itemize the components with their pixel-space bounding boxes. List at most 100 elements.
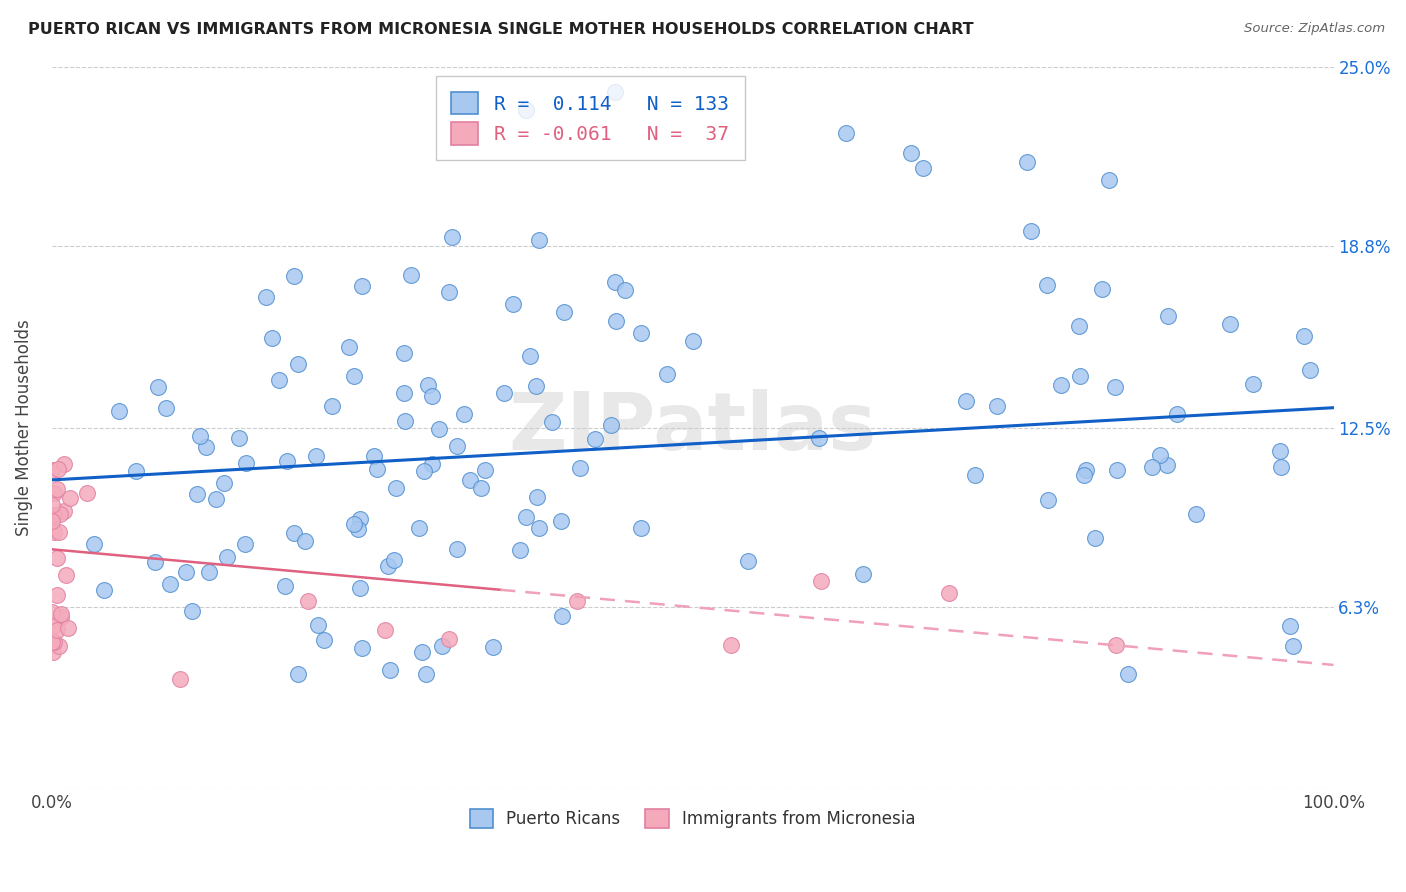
Point	[45, 588, 67, 602]
Point	[93, 582, 115, 597]
Point	[437, 632, 460, 646]
Legend: Puerto Ricans, Immigrants from Micronesia: Puerto Ricans, Immigrants from Micronesi…	[463, 803, 922, 835]
Point	[603, 275, 626, 289]
Point	[515, 103, 537, 117]
Point	[605, 314, 627, 328]
Point	[53, 457, 76, 471]
Point	[527, 233, 550, 247]
Point	[394, 414, 416, 428]
Point	[420, 389, 443, 403]
Point	[567, 594, 589, 608]
Point	[41, 605, 63, 619]
Point	[835, 126, 858, 140]
Point	[550, 608, 572, 623]
Point	[1270, 460, 1292, 475]
Point	[374, 624, 396, 638]
Point	[1036, 277, 1059, 292]
Point	[48, 639, 70, 653]
Point	[48, 524, 70, 539]
Point	[41, 635, 63, 649]
Point	[502, 296, 524, 310]
Point	[198, 566, 221, 580]
Text: Source: ZipAtlas.com: Source: ZipAtlas.com	[1244, 22, 1385, 36]
Point	[269, 372, 291, 386]
Point	[305, 449, 328, 463]
Point	[568, 461, 591, 475]
Point	[453, 407, 475, 421]
Point	[808, 431, 831, 445]
Point	[342, 517, 364, 532]
Point	[276, 454, 298, 468]
Point	[205, 492, 228, 507]
Point	[155, 401, 177, 415]
Point	[1270, 444, 1292, 458]
Point	[524, 379, 547, 393]
Point	[1019, 224, 1042, 238]
Point	[42, 525, 65, 540]
Point	[233, 537, 256, 551]
Point	[349, 512, 371, 526]
Point	[41, 514, 63, 528]
Point	[42, 509, 65, 524]
Point	[321, 399, 343, 413]
Point	[446, 542, 468, 557]
Point	[349, 581, 371, 595]
Point	[900, 146, 922, 161]
Point	[430, 639, 453, 653]
Point	[287, 666, 309, 681]
Point	[76, 486, 98, 500]
Point	[287, 357, 309, 371]
Point	[470, 481, 492, 495]
Point	[437, 285, 460, 299]
Point	[312, 632, 335, 647]
Point	[1084, 531, 1107, 545]
Point	[1157, 310, 1180, 324]
Point	[1104, 638, 1126, 652]
Point	[49, 607, 72, 622]
Point	[529, 521, 551, 535]
Point	[42, 508, 65, 522]
Point	[1074, 463, 1097, 477]
Point	[963, 468, 986, 483]
Point	[526, 490, 548, 504]
Point	[46, 462, 69, 476]
Point	[235, 457, 257, 471]
Point	[440, 229, 463, 244]
Point	[186, 487, 208, 501]
Point	[337, 340, 360, 354]
Point	[938, 585, 960, 599]
Point	[394, 386, 416, 401]
Point	[1050, 378, 1073, 392]
Point	[297, 594, 319, 608]
Point	[1298, 363, 1320, 377]
Point	[482, 640, 505, 654]
Point	[613, 283, 636, 297]
Point	[217, 550, 239, 565]
Point	[420, 458, 443, 472]
Point	[1282, 639, 1305, 653]
Point	[583, 433, 606, 447]
Point	[283, 269, 305, 284]
Point	[350, 279, 373, 293]
Point	[1015, 155, 1038, 169]
Point	[42, 619, 65, 633]
Point	[283, 525, 305, 540]
Point	[1156, 458, 1178, 472]
Y-axis label: Single Mother Households: Single Mother Households	[15, 319, 32, 536]
Point	[343, 369, 366, 384]
Point	[274, 579, 297, 593]
Point	[108, 404, 131, 418]
Point	[515, 510, 537, 524]
Point	[347, 522, 370, 536]
Point	[446, 439, 468, 453]
Point	[195, 440, 218, 454]
Point	[188, 428, 211, 442]
Point	[42, 486, 65, 500]
Point	[1104, 379, 1126, 393]
Point	[382, 553, 405, 567]
Point	[494, 386, 516, 401]
Point	[399, 268, 422, 282]
Point	[41, 462, 63, 476]
Point	[630, 520, 652, 534]
Point	[307, 617, 329, 632]
